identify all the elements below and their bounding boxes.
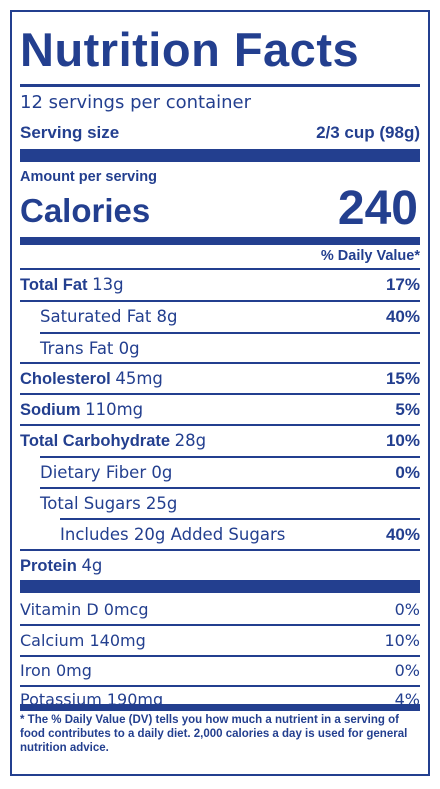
divider [20, 268, 420, 270]
divider [20, 393, 420, 395]
thick-divider [20, 149, 420, 162]
divider [40, 487, 420, 489]
nutrient-amount: 28g [174, 431, 207, 450]
nutrient-row-total-fat: Total Fat 13g 17% [20, 270, 420, 300]
nutrient-name: Total Sugars 25g [40, 494, 178, 513]
nutrition-label: Nutrition Facts 12 servings per containe… [10, 10, 430, 776]
nutrient-name: Cholesterol [20, 370, 116, 388]
vitamin-name: Calcium 140mg [20, 631, 146, 650]
nutrient-row-total-sugars: Total Sugars 25g [20, 489, 420, 519]
divider [40, 332, 420, 334]
vitamin-dv: 0% [394, 661, 420, 680]
nutrient-name: Trans Fat 0g [40, 339, 140, 358]
medium-divider [20, 237, 420, 245]
nutrient-dv: 17% [385, 275, 420, 294]
nutrient-row-saturated-fat: Saturated Fat 8g 40% [20, 302, 420, 332]
divider [20, 549, 420, 551]
nutrient-dv: 10% [385, 431, 420, 450]
medium-divider [20, 704, 420, 711]
divider [20, 685, 420, 687]
divider [20, 84, 420, 87]
divider [20, 362, 420, 364]
nutrient-amount: 45mg [115, 369, 163, 388]
nutrient-name: Dietary Fiber 0g [40, 463, 173, 482]
vitamin-row-iron: Iron 0mg 0% [20, 656, 420, 686]
nutrient-amount: 13g [92, 275, 124, 294]
nutrient-row-protein: Protein 4g [20, 551, 420, 581]
divider [20, 655, 420, 657]
footnote: * The % Daily Value (DV) tells you how m… [20, 714, 408, 754]
nutrient-dv: 15% [385, 369, 420, 388]
serving-size-value: 2/3 cup (98g) [316, 123, 420, 142]
divider [20, 424, 420, 426]
divider [20, 624, 420, 626]
nutrient-amount: 110mg [85, 400, 144, 419]
nutrient-row-sodium: Sodium 110mg 5% [20, 395, 420, 425]
nutrient-name: Sodium [20, 401, 86, 419]
vitamin-row-vitamin-d: Vitamin D 0mcg 0% [20, 595, 420, 625]
nutrient-name: Total Carbohydrate [20, 432, 175, 450]
servings-per-container: 12 servings per container [20, 92, 251, 113]
nutrient-dv: 5% [395, 400, 420, 419]
nutrient-row-total-carbohydrate: Total Carbohydrate 28g 10% [20, 426, 420, 456]
nutrient-amount: 4g [81, 556, 103, 575]
nutrient-row-dietary-fiber: Dietary Fiber 0g 0% [20, 458, 420, 488]
calories-label: Calories [20, 192, 151, 229]
vitamin-row-calcium: Calcium 140mg 10% [20, 626, 420, 656]
nutrient-row-cholesterol: Cholesterol 45mg 15% [20, 364, 420, 394]
serving-size-label: Serving size [20, 123, 120, 142]
nutrient-name: Total Fat [20, 276, 93, 294]
daily-value-header: % Daily Value* [320, 248, 420, 264]
nutrient-row-added-sugars: Includes 20g Added Sugars 40% [20, 520, 420, 550]
divider [20, 300, 420, 302]
serving-size-row: Serving size 2/3 cup (98g) [20, 123, 420, 143]
nutrient-dv: 40% [385, 307, 420, 326]
vitamin-dv: 10% [384, 631, 420, 650]
label-title: Nutrition Facts [20, 23, 360, 76]
nutrient-dv: 0% [395, 463, 420, 482]
thick-divider [20, 580, 420, 593]
divider [40, 456, 420, 458]
nutrient-name: Includes 20g Added Sugars [60, 525, 286, 544]
calories-value: 240 [337, 182, 418, 235]
divider [60, 518, 420, 520]
amount-per-serving: Amount per serving [20, 169, 157, 185]
vitamin-name: Vitamin D 0mcg [20, 600, 149, 619]
nutrient-row-trans-fat: Trans Fat 0g [20, 334, 420, 364]
vitamin-dv: 0% [394, 600, 420, 619]
nutrient-dv: 40% [385, 525, 420, 544]
vitamin-name: Iron 0mg [20, 661, 92, 680]
nutrient-name: Saturated Fat 8g [40, 307, 178, 326]
nutrient-name: Protein [20, 557, 82, 575]
